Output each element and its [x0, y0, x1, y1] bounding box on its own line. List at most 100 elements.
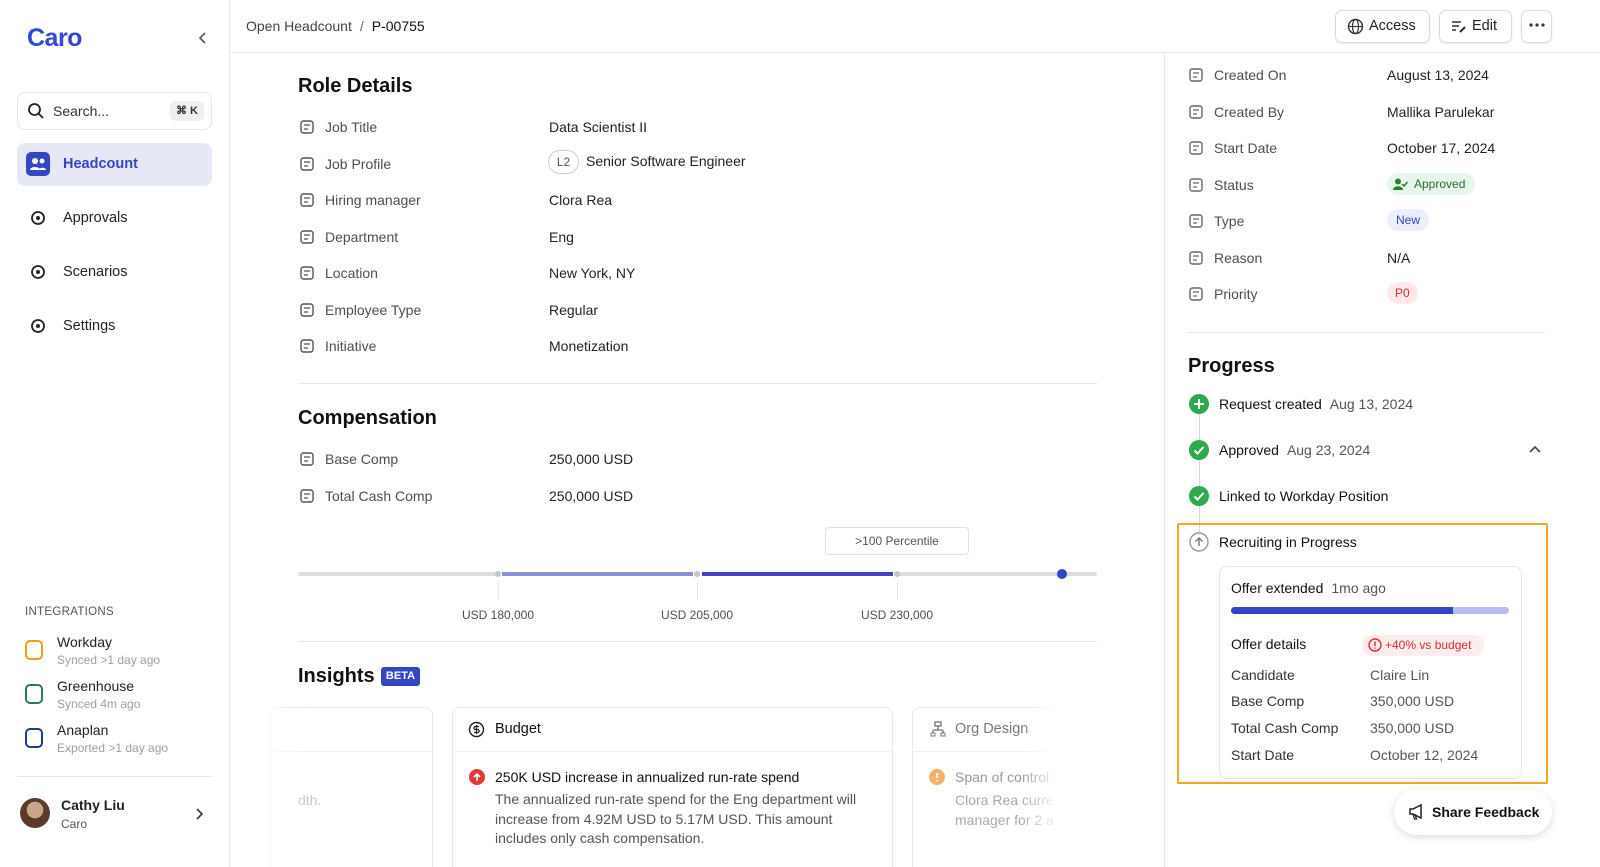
card-item-title: 250K USD increase in annualized run-rate… [495, 769, 800, 785]
collapse-icon[interactable] [196, 31, 210, 45]
offer-title: Offer extended [1231, 580, 1324, 596]
nav-icon [31, 319, 45, 333]
search-box[interactable] [17, 92, 212, 130]
status-value: Approved [1414, 177, 1466, 191]
step-date: Aug 13, 2024 [1329, 396, 1414, 412]
range-label: USD 180,000 [461, 608, 535, 622]
flag-icon [1368, 638, 1382, 652]
more-icon [1529, 23, 1545, 27]
step-row: Recruiting in Progress [1219, 533, 1357, 551]
collapse-step-icon[interactable] [1528, 443, 1542, 457]
section-divider [298, 641, 1097, 642]
field-value: Senior Software Engineer [586, 153, 746, 169]
nav-item[interactable]: Scenarios [63, 264, 128, 280]
offer-field-label: Total Cash Comp [1231, 720, 1339, 736]
field-label: Employee Type [325, 302, 422, 318]
range-dot [694, 571, 700, 577]
edit-icon [1452, 21, 1466, 33]
step-label: Linked to Workday Position [1219, 488, 1389, 504]
section-title: Insights [298, 665, 375, 687]
insight-card [912, 707, 1055, 867]
integration-logo [25, 728, 43, 748]
offer-time: 1mo ago [1331, 580, 1386, 596]
range-track [897, 572, 1097, 576]
step-label: Approved [1219, 442, 1279, 458]
field-value: August 13, 2024 [1387, 67, 1489, 83]
field-value: N/A [1387, 250, 1411, 266]
field-label: Hiring manager [325, 192, 421, 208]
alert-icon [469, 769, 485, 785]
field-label: Job Profile [325, 156, 392, 172]
field-icon [300, 230, 314, 244]
field-icon [1189, 105, 1203, 119]
step-date: Aug 23, 2024 [1286, 442, 1371, 458]
user-chevron[interactable] [192, 807, 206, 821]
field-label: Base Comp [325, 451, 399, 467]
field-value: Clora Rea [549, 192, 613, 208]
integrations-title: INTEGRATIONS [25, 606, 115, 618]
section-title: Progress [1188, 355, 1275, 377]
sidebar-border [229, 0, 230, 867]
field-value: 250,000 USD [549, 488, 634, 504]
card-title: Org Design [955, 721, 1029, 737]
field-value: 250,000 USD [549, 451, 634, 467]
nav-item[interactable]: Settings [63, 318, 116, 334]
breadcrumb-item: Open Headcount [246, 18, 352, 34]
budget-flag [1362, 635, 1484, 656]
range-tick [697, 580, 698, 600]
status-icon [1393, 178, 1408, 190]
integration-status: Synced 4m ago [57, 697, 141, 711]
current-marker [1057, 569, 1067, 579]
nav-icon [31, 211, 45, 225]
card-divider [270, 751, 433, 752]
search-shortcut: ⌘ K [170, 101, 204, 121]
offer-details-title: Offer details [1231, 636, 1307, 652]
nav-item[interactable]: Approvals [63, 210, 128, 226]
breadcrumb-current: P-00755 [371, 18, 425, 34]
nav-icon [31, 265, 45, 279]
card-divider [453, 751, 892, 752]
field-label: Department [325, 229, 399, 245]
feedback-label[interactable]: Share Feedback [1432, 804, 1540, 820]
field-icon [300, 193, 314, 207]
field-icon [300, 339, 314, 353]
range-track [298, 572, 498, 576]
field-icon [1189, 251, 1203, 265]
integration-logo [25, 684, 43, 704]
user-name: Cathy Liu [61, 797, 125, 813]
insight-card [452, 707, 893, 867]
step-label: Recruiting in Progress [1219, 534, 1357, 550]
nav-item[interactable]: Headcount [63, 156, 138, 172]
field-icon [300, 157, 314, 171]
field-label: Priority [1214, 286, 1258, 302]
breadcrumb-separator: / [359, 18, 364, 34]
org-icon [930, 721, 946, 737]
field-label: Start Date [1214, 140, 1278, 156]
offer-field-value: 350,000 USD [1370, 720, 1455, 736]
offer-header: Offer extended 1mo ago [1231, 579, 1386, 597]
globe-icon [1347, 18, 1364, 35]
step-row: Approved Aug 23, 2024 [1219, 441, 1370, 459]
nav-icon [26, 152, 50, 176]
field-label: Status [1214, 177, 1254, 193]
field-label: Created By [1214, 104, 1285, 120]
field-label: Location [325, 265, 378, 281]
edit-button[interactable] [1439, 10, 1512, 43]
field-label: Total Cash Comp [325, 488, 433, 504]
step-connector [1199, 414, 1200, 532]
field-icon [300, 489, 314, 503]
integration-name: Anaplan [57, 722, 109, 738]
range-dot [894, 571, 900, 577]
step-row: Linked to Workday Position [1219, 487, 1388, 505]
range-tick [897, 580, 898, 600]
field-value: Eng [549, 229, 574, 245]
budget-flag-text: +40% vs budget [1385, 638, 1472, 652]
field-label: Reason [1214, 250, 1263, 266]
field-label: Job Title [325, 119, 378, 135]
range-track [702, 572, 893, 576]
field-icon [1189, 214, 1203, 228]
card-body: The annualized run-rate spend for the En… [495, 791, 857, 846]
section-title: Role Details [298, 75, 413, 97]
step-row: Request created Aug 13, 2024 [1219, 395, 1413, 413]
offer-field-value: 350,000 USD [1370, 693, 1455, 709]
